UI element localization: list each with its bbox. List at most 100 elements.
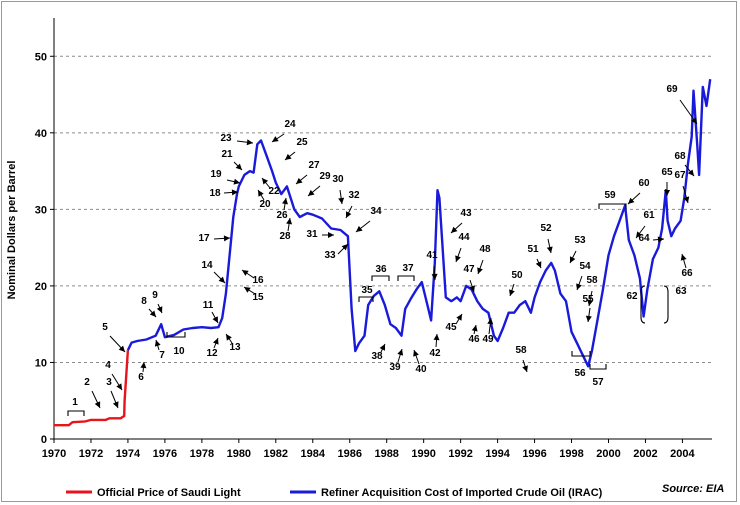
event-annotation-label: 51 [527, 244, 539, 255]
y-tick-label: 40 [35, 128, 47, 140]
event-annotation-label: 22 [268, 186, 280, 197]
annotation-arrowhead [212, 338, 219, 345]
event-annotation-label: 41 [426, 250, 438, 261]
annotation-arrowhead [680, 254, 687, 261]
event-annotation-label: 65 [661, 167, 673, 178]
annotation-arrowhead [413, 350, 419, 357]
annotation-arrowhead [286, 218, 293, 225]
event-annotation-label: 69 [666, 84, 678, 95]
period-bracket [571, 351, 591, 357]
annotation-arrowhead [242, 270, 249, 276]
y-axis-label: Nominal Dollars per Barrel [6, 161, 18, 300]
event-annotation-label: 33 [324, 250, 336, 261]
axes [53, 18, 712, 440]
period-bracket [358, 296, 374, 302]
event-annotation-label: 10 [173, 346, 185, 357]
annotation-arrowhead [94, 401, 101, 408]
x-tick-label: 1976 [153, 448, 177, 460]
event-annotation-label: 12 [206, 348, 218, 359]
event-annotation-label: 24 [284, 119, 296, 130]
gridlines [54, 55, 712, 363]
period-bracket [640, 285, 646, 324]
annotation-arrowhead [471, 325, 478, 332]
series-line-irac [126, 79, 712, 368]
annotation-arrowhead [258, 190, 264, 197]
annotation-arrowhead [469, 285, 475, 292]
y-tick-label: 10 [35, 357, 47, 369]
y-tick-labels: 0 10 20 30 40 50 [35, 51, 54, 446]
x-tick-labels: 1970 1972 1974 1976 1978 1980 1982 1984 1986 1988… [42, 439, 696, 460]
x-tick-label: 2002 [633, 448, 657, 460]
x-tick-label: 1974 [116, 448, 141, 460]
annotation-arrowhead [233, 178, 240, 185]
annotation-arrowhead [451, 226, 458, 233]
annotation-arrowhead [477, 267, 483, 274]
event-annotation-label: 37 [402, 263, 414, 274]
x-tick-label: 1978 [190, 448, 214, 460]
event-annotation-label: 53 [574, 235, 586, 246]
event-annotation-label: 16 [252, 275, 264, 286]
event-annotation-label: 13 [229, 342, 241, 353]
x-tick-label: 1972 [79, 448, 103, 460]
event-annotation-label: 60 [638, 178, 650, 189]
annotation-arrowhead [664, 190, 670, 196]
annotation-arrowhead [585, 315, 592, 322]
annotation-arrowhead [687, 169, 694, 176]
event-annotation-label: 58 [586, 275, 598, 286]
annotation-arrowhead [433, 334, 440, 341]
event-annotation-label: 23 [220, 133, 232, 144]
event-annotation-label: 30 [332, 174, 344, 185]
event-annotation-label: 35 [361, 285, 373, 296]
event-annotation-label: 44 [458, 232, 470, 243]
period-brackets [67, 203, 669, 416]
event-annotation-label: 29 [319, 171, 331, 182]
event-annotation-label: 54 [579, 261, 591, 272]
event-annotation-label: 49 [482, 334, 494, 345]
event-annotation-label: 67 [674, 170, 686, 181]
y-tick-label: 0 [41, 434, 47, 446]
x-tick-label: 1980 [227, 448, 251, 460]
event-annotation-label: 25 [296, 137, 308, 148]
event-annotation-label: 4 [105, 360, 111, 371]
event-annotation-label: 26 [276, 210, 288, 221]
annotation-arrowhead [691, 117, 697, 124]
annotation-arrowhead [636, 231, 642, 238]
annotation-arrowhead [223, 235, 230, 242]
event-annotation-label: 55 [582, 294, 594, 305]
annotation-arrowhead [379, 344, 385, 351]
event-annotation-label: 20 [259, 199, 271, 210]
event-annotation-label: 62 [626, 291, 638, 302]
annotation-arrowhead [576, 283, 582, 290]
event-annotation-label: 45 [445, 322, 457, 333]
annotation-arrowhead [226, 334, 232, 341]
event-annotation-label: 8 [141, 296, 147, 307]
event-annotation-label: 21 [221, 149, 233, 160]
event-annotation-label: 1 [72, 397, 78, 408]
event-annotation-label: 15 [252, 292, 264, 303]
legend-label-irac: Refiner Acquisition Cost of Imported Cru… [321, 487, 603, 499]
annotation-arrowhead [456, 314, 462, 321]
annotation-arrowhead [535, 261, 542, 268]
annotation-arrowhead [282, 198, 288, 205]
annotation-arrowhead [522, 365, 528, 372]
event-annotation-label: 40 [415, 364, 427, 375]
annotation-arrowhead [246, 139, 253, 146]
annotation-arrowhead [683, 196, 690, 203]
annotation-arrowhead [149, 310, 156, 317]
annotation-arrowhead [328, 232, 334, 238]
annotation-arrowhead [657, 236, 664, 243]
annotation-arrowhead [235, 163, 242, 170]
event-annotation-label: 7 [159, 350, 165, 361]
x-tick-label: 1996 [522, 448, 546, 460]
annotation-arrowhead [296, 177, 303, 184]
event-annotation-label: 27 [308, 160, 320, 171]
event-annotation-label: 50 [511, 270, 523, 281]
annotation-arrowhead [431, 273, 438, 280]
event-annotation-label: 43 [460, 208, 472, 219]
event-annotation-label: 64 [638, 233, 650, 244]
event-annotation-label: 59 [604, 190, 616, 201]
annotation-arrowhead [338, 197, 345, 204]
annotation-arrowhead [509, 289, 515, 296]
event-annotation-label: 11 [203, 300, 214, 311]
